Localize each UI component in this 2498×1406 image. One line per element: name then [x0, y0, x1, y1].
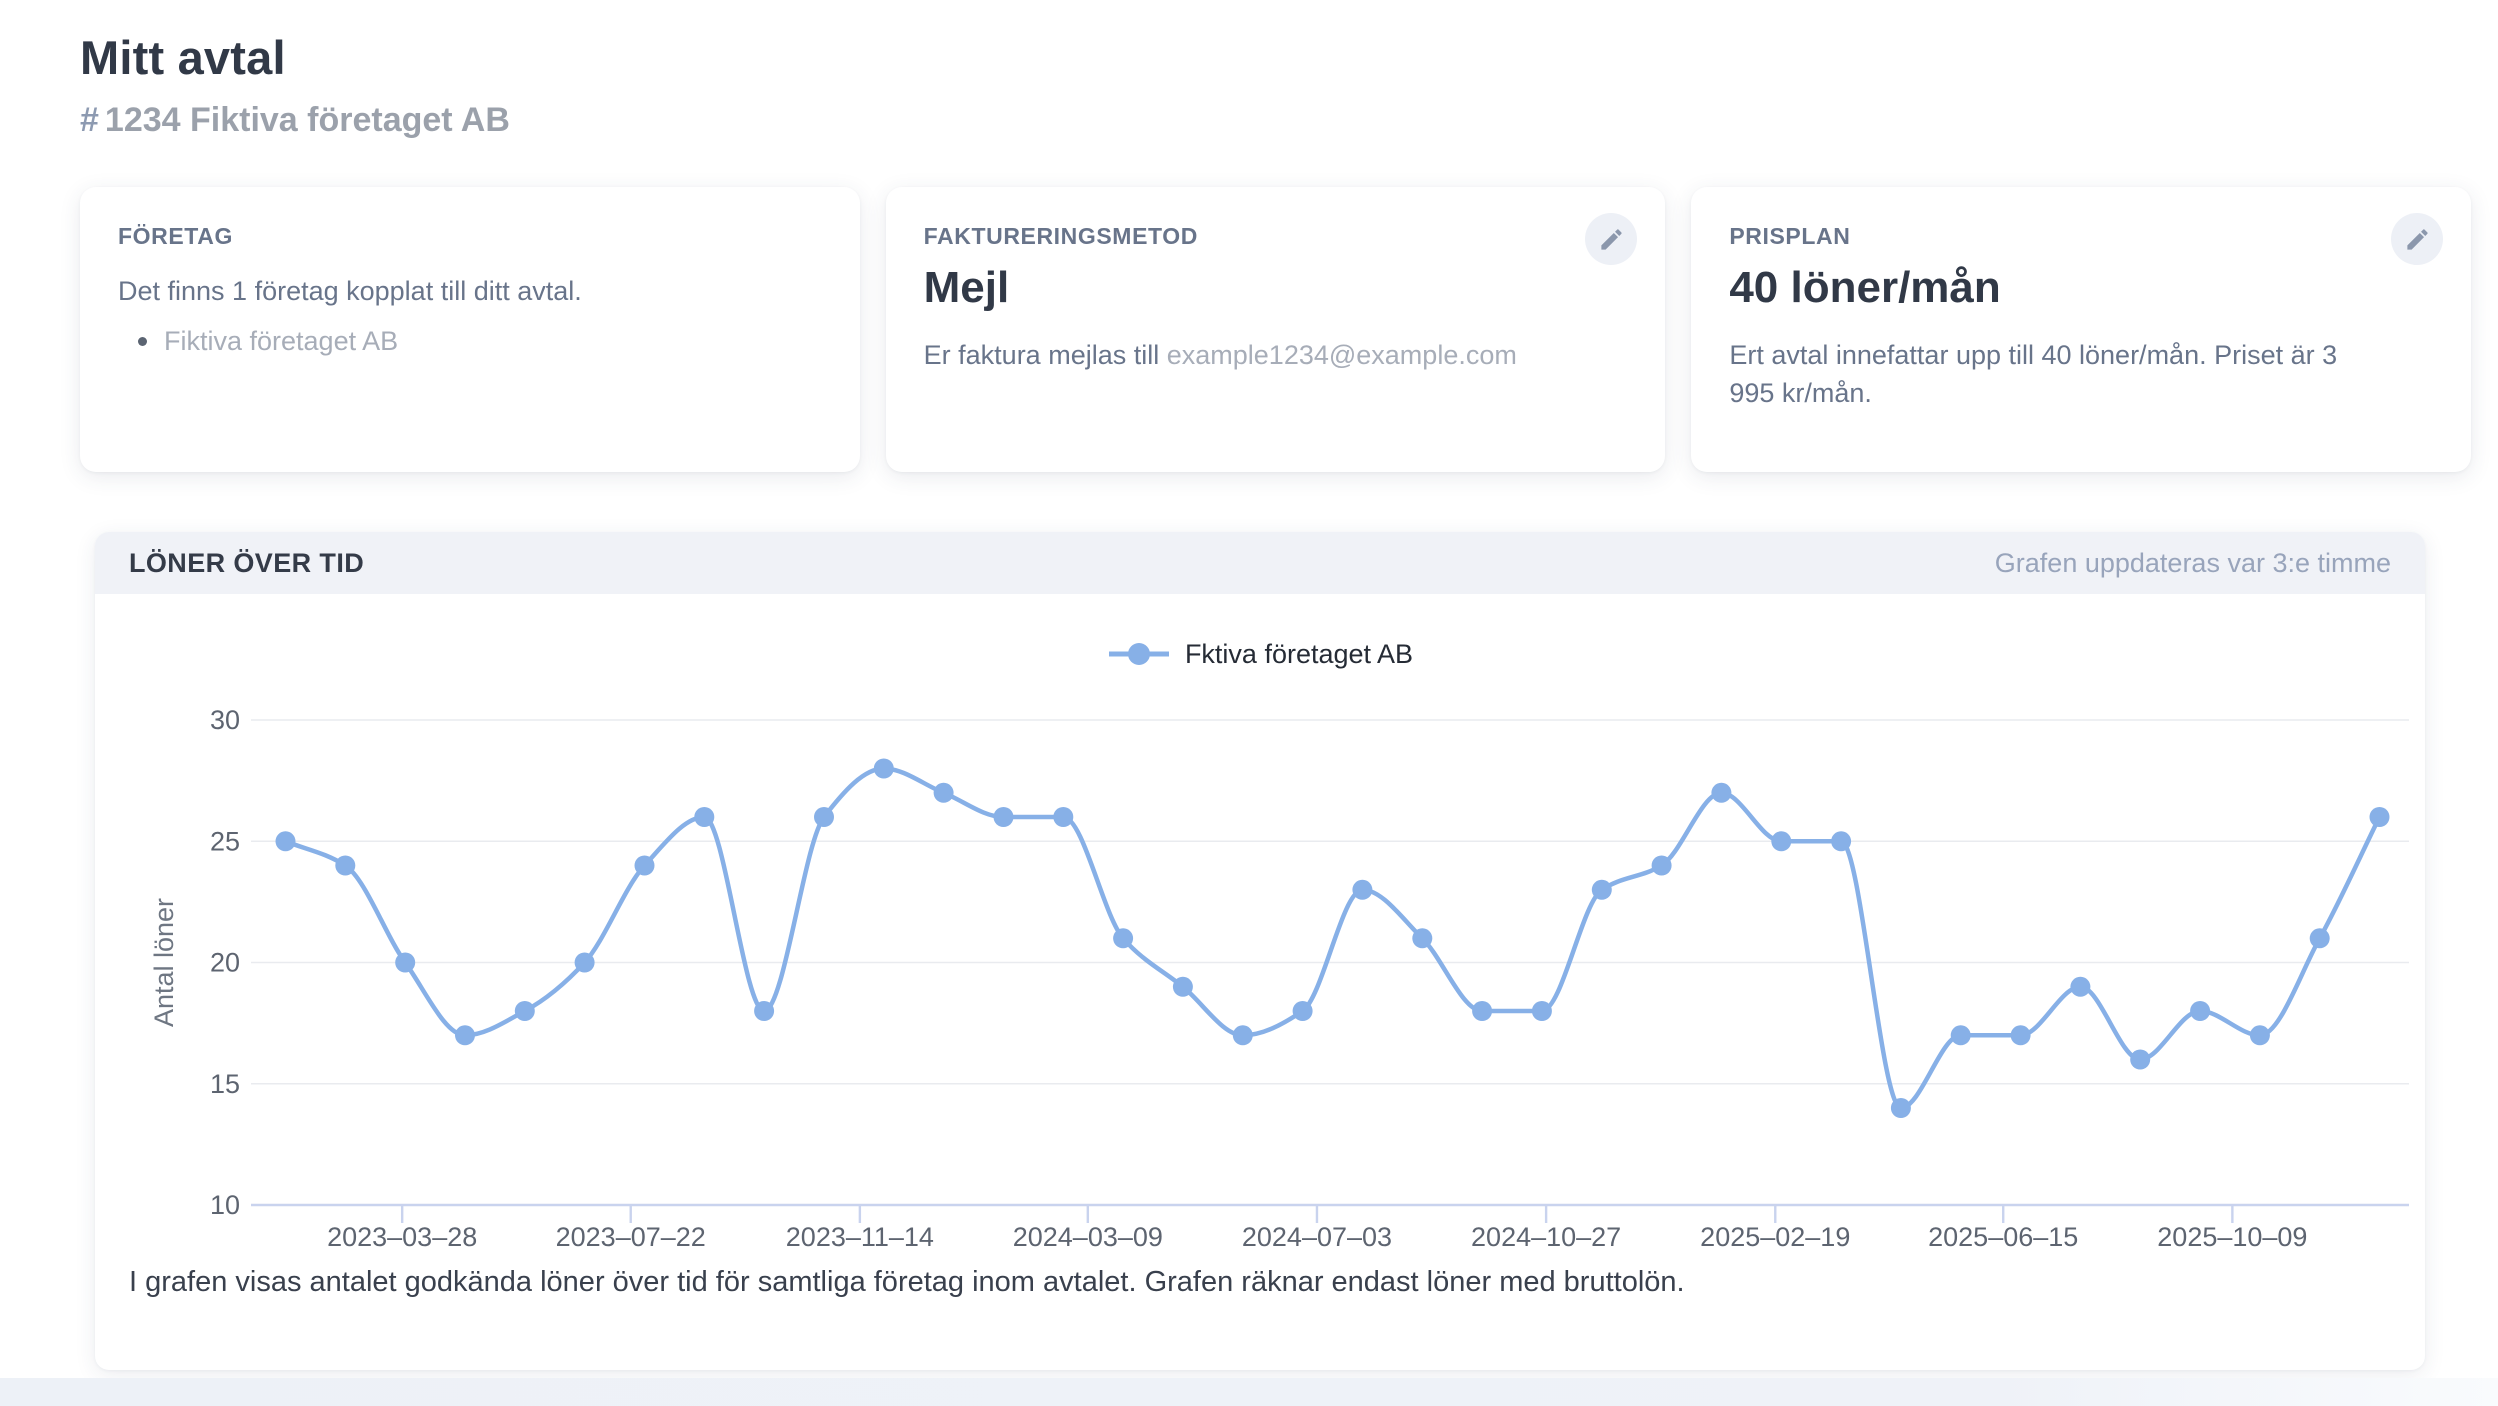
x-tick-label: 2025–02–19 — [1700, 1222, 1850, 1252]
billing-method-card: FAKTURERINGSMETOD Mejl Er faktura mejlas… — [885, 187, 1666, 472]
pencil-icon — [2404, 226, 2431, 253]
legend-item[interactable]: Fktiva företaget AB — [1107, 639, 1413, 670]
data-point[interactable] — [1472, 1001, 1493, 1021]
billing-card-header: FAKTURERINGSMETOD — [923, 223, 1198, 249]
data-point[interactable] — [514, 1001, 535, 1021]
y-tick-label: 20 — [210, 948, 240, 978]
data-point[interactable] — [574, 952, 595, 973]
billing-card-body: Er faktura mejlas till example1234@examp… — [924, 336, 1628, 374]
salaries-over-time-panel: LÖNER ÖVER TID Grafen uppdateras var 3:e… — [95, 532, 2425, 1370]
data-point[interactable] — [395, 952, 416, 973]
y-tick-label: 15 — [210, 1069, 240, 1099]
plan-card-body: Ert avtal innefattar upp till 40 löner/m… — [1729, 340, 2338, 408]
page-bottom-strip — [0, 1378, 2498, 1406]
data-point[interactable] — [2190, 1001, 2211, 1021]
data-point[interactable] — [1172, 976, 1193, 997]
page-subtitle: #1234 Fiktiva företaget AB — [80, 99, 2470, 141]
chart-legend: Fktiva företaget AB — [95, 636, 2425, 672]
plan-card-header: PRISPLAN — [1729, 223, 1851, 249]
edit-plan-button[interactable] — [2391, 213, 2443, 265]
x-tick-label: 2023–07–22 — [556, 1222, 706, 1252]
billing-body-prefix: Er faktura mejlas till — [923, 340, 1160, 370]
x-tick-label: 2023–03–28 — [327, 1222, 477, 1252]
data-point[interactable] — [1591, 879, 1612, 900]
data-point[interactable] — [1531, 1001, 1552, 1021]
x-tick-label: 2024–07–03 — [1242, 1222, 1392, 1252]
x-tick-label: 2025–06–15 — [1928, 1222, 2078, 1252]
company-card-header: FÖRETAG — [118, 223, 233, 249]
price-plan-value: 40 löner/mån — [1729, 263, 2001, 312]
y-tick-label: 10 — [210, 1190, 240, 1220]
x-tick-label: 2024–03–09 — [1013, 1222, 1163, 1252]
agreement-number-hash: # — [80, 101, 99, 139]
data-point[interactable] — [1113, 928, 1134, 949]
billing-email: example1234@example.com — [1166, 340, 1517, 370]
data-point[interactable] — [754, 1001, 775, 1021]
data-point[interactable] — [873, 758, 894, 779]
data-point[interactable] — [2130, 1049, 2151, 1070]
y-tick-label: 30 — [210, 705, 240, 735]
company-card-body: Det finns 1 företag kopplat till ditt av… — [118, 276, 582, 306]
data-point[interactable] — [1352, 879, 1373, 900]
data-point[interactable] — [1831, 831, 1852, 852]
edit-billing-button[interactable] — [1585, 213, 1638, 265]
company-list-item: Fiktiva företaget AB — [118, 322, 822, 360]
billing-method-value: Mejl — [923, 263, 1010, 312]
data-point[interactable] — [1412, 928, 1433, 949]
agreement-number-text: 1234 Fiktiva företaget AB — [104, 101, 510, 139]
chart-update-note: Grafen uppdateras var 3:e timme — [1994, 547, 2391, 578]
data-point[interactable] — [634, 855, 655, 876]
data-point[interactable] — [1053, 807, 1074, 827]
data-point[interactable] — [1950, 1025, 1971, 1046]
info-cards-row: FÖRETAG Det finns 1 företag kopplat till… — [80, 187, 2471, 472]
data-point[interactable] — [2369, 807, 2390, 827]
data-point[interactable] — [694, 807, 715, 827]
y-axis-title: Antal löner — [149, 898, 179, 1027]
data-point[interactable] — [2309, 928, 2330, 949]
data-point[interactable] — [455, 1025, 475, 1046]
price-plan-card: PRISPLAN 40 löner/mån Ert avtal innefatt… — [1691, 187, 2471, 472]
data-point[interactable] — [335, 855, 356, 876]
pencil-icon — [1598, 226, 1625, 253]
legend-label: Fktiva företaget AB — [1184, 638, 1414, 669]
x-tick-label: 2025–10–09 — [2157, 1222, 2307, 1252]
data-point[interactable] — [1711, 782, 1732, 803]
company-card: FÖRETAG Det finns 1 företag kopplat till… — [80, 187, 860, 472]
data-point[interactable] — [2070, 976, 2091, 997]
data-point[interactable] — [1232, 1025, 1253, 1046]
data-point[interactable] — [1771, 831, 1792, 852]
legend-line-marker-icon — [1108, 643, 1169, 665]
data-point[interactable] — [2249, 1025, 2270, 1046]
data-point[interactable] — [933, 782, 954, 803]
chart-caption: I grafen visas antalet godkända löner öv… — [129, 1266, 1685, 1298]
chart-panel-title: LÖNER ÖVER TID — [129, 547, 365, 578]
page-title: Mitt avtal — [80, 31, 286, 84]
series-line — [283, 766, 2382, 1111]
data-point[interactable] — [2010, 1025, 2031, 1046]
chart-panel-header: LÖNER ÖVER TID Grafen uppdateras var 3:e… — [95, 532, 2425, 594]
y-tick-label: 25 — [210, 826, 240, 856]
data-point[interactable] — [1651, 855, 1672, 876]
x-tick-label: 2024–10–27 — [1471, 1222, 1621, 1252]
x-tick-label: 2023–11–14 — [786, 1222, 934, 1252]
data-point[interactable] — [993, 807, 1014, 827]
data-point[interactable] — [275, 831, 296, 852]
data-point[interactable] — [814, 807, 834, 827]
salary-chart[interactable]: 10 15 20 25 30 Antal löner 2023–03–28 2023–07–2… — [95, 692, 2425, 1262]
data-point[interactable] — [1292, 1001, 1313, 1021]
data-point[interactable] — [1890, 1098, 1911, 1118]
company-list: Fiktiva företaget AB — [118, 322, 822, 360]
